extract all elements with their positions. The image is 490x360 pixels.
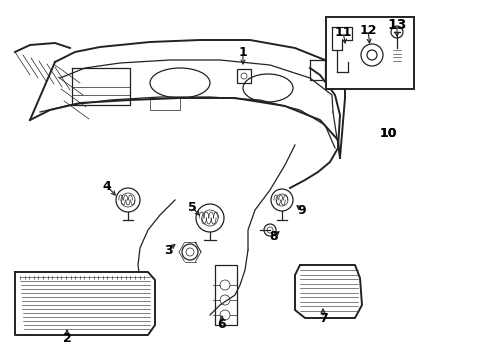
Text: 6: 6 [218,319,226,332]
Text: 13: 13 [387,18,407,32]
Text: 7: 7 [318,311,327,324]
Text: 10: 10 [379,126,397,140]
Bar [150,98,180,110]
Text: 12: 12 [359,23,377,36]
Text: 8: 8 [270,230,278,243]
Bar [326,17,414,89]
Text: 3: 3 [164,243,172,256]
Polygon shape [15,272,155,335]
Text: 2: 2 [63,332,72,345]
Text: 1: 1 [239,45,247,59]
Bar [215,265,237,325]
Text: 11: 11 [334,26,352,39]
Polygon shape [295,265,362,318]
Text: 10: 10 [379,126,397,140]
Text: 4: 4 [102,180,111,193]
Text: 9: 9 [298,203,306,216]
Text: 5: 5 [188,201,196,213]
Bar [237,69,251,83]
